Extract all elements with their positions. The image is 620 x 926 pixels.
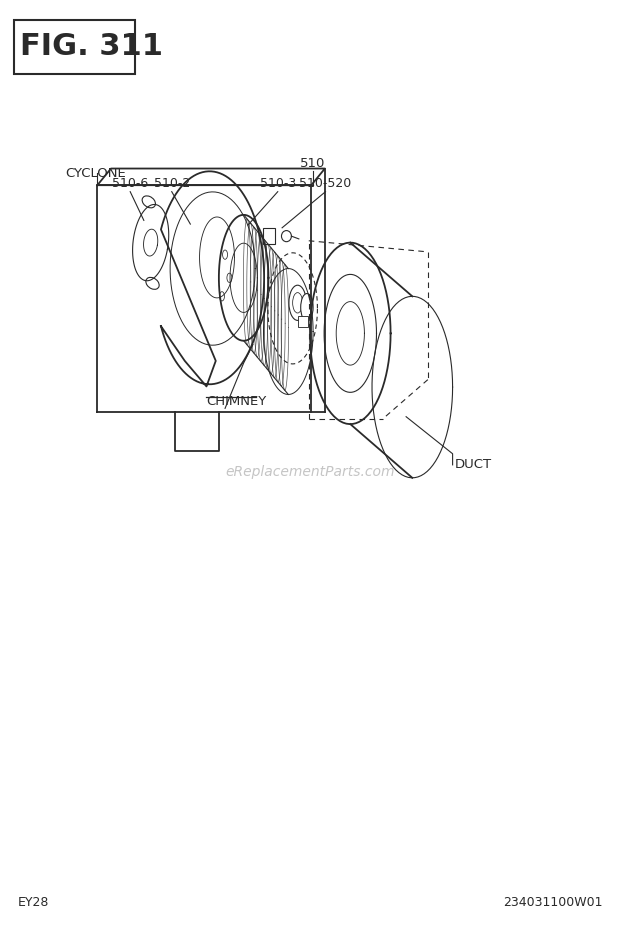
Text: DUCT: DUCT xyxy=(454,458,492,471)
Text: EY28: EY28 xyxy=(17,896,49,909)
Ellipse shape xyxy=(289,285,306,320)
Text: CYCLONE: CYCLONE xyxy=(65,167,126,180)
FancyBboxPatch shape xyxy=(14,20,135,74)
Text: 510-6: 510-6 xyxy=(112,177,148,190)
Text: eReplacementParts.com: eReplacementParts.com xyxy=(225,465,395,480)
FancyBboxPatch shape xyxy=(263,228,275,244)
Ellipse shape xyxy=(281,231,291,242)
Ellipse shape xyxy=(146,278,159,289)
Text: 510: 510 xyxy=(301,157,326,170)
Ellipse shape xyxy=(219,292,224,301)
Text: 510-3: 510-3 xyxy=(260,177,296,190)
Text: CHIMNEY: CHIMNEY xyxy=(206,395,267,408)
Text: 510-520: 510-520 xyxy=(299,177,352,190)
FancyBboxPatch shape xyxy=(298,316,308,327)
Ellipse shape xyxy=(293,293,303,313)
Text: 510-2: 510-2 xyxy=(154,177,190,190)
Ellipse shape xyxy=(301,294,313,321)
Text: 234031100W01: 234031100W01 xyxy=(503,896,603,909)
Ellipse shape xyxy=(142,196,156,207)
Ellipse shape xyxy=(227,273,232,282)
Text: FIG. 311: FIG. 311 xyxy=(20,31,164,61)
Ellipse shape xyxy=(223,250,228,259)
